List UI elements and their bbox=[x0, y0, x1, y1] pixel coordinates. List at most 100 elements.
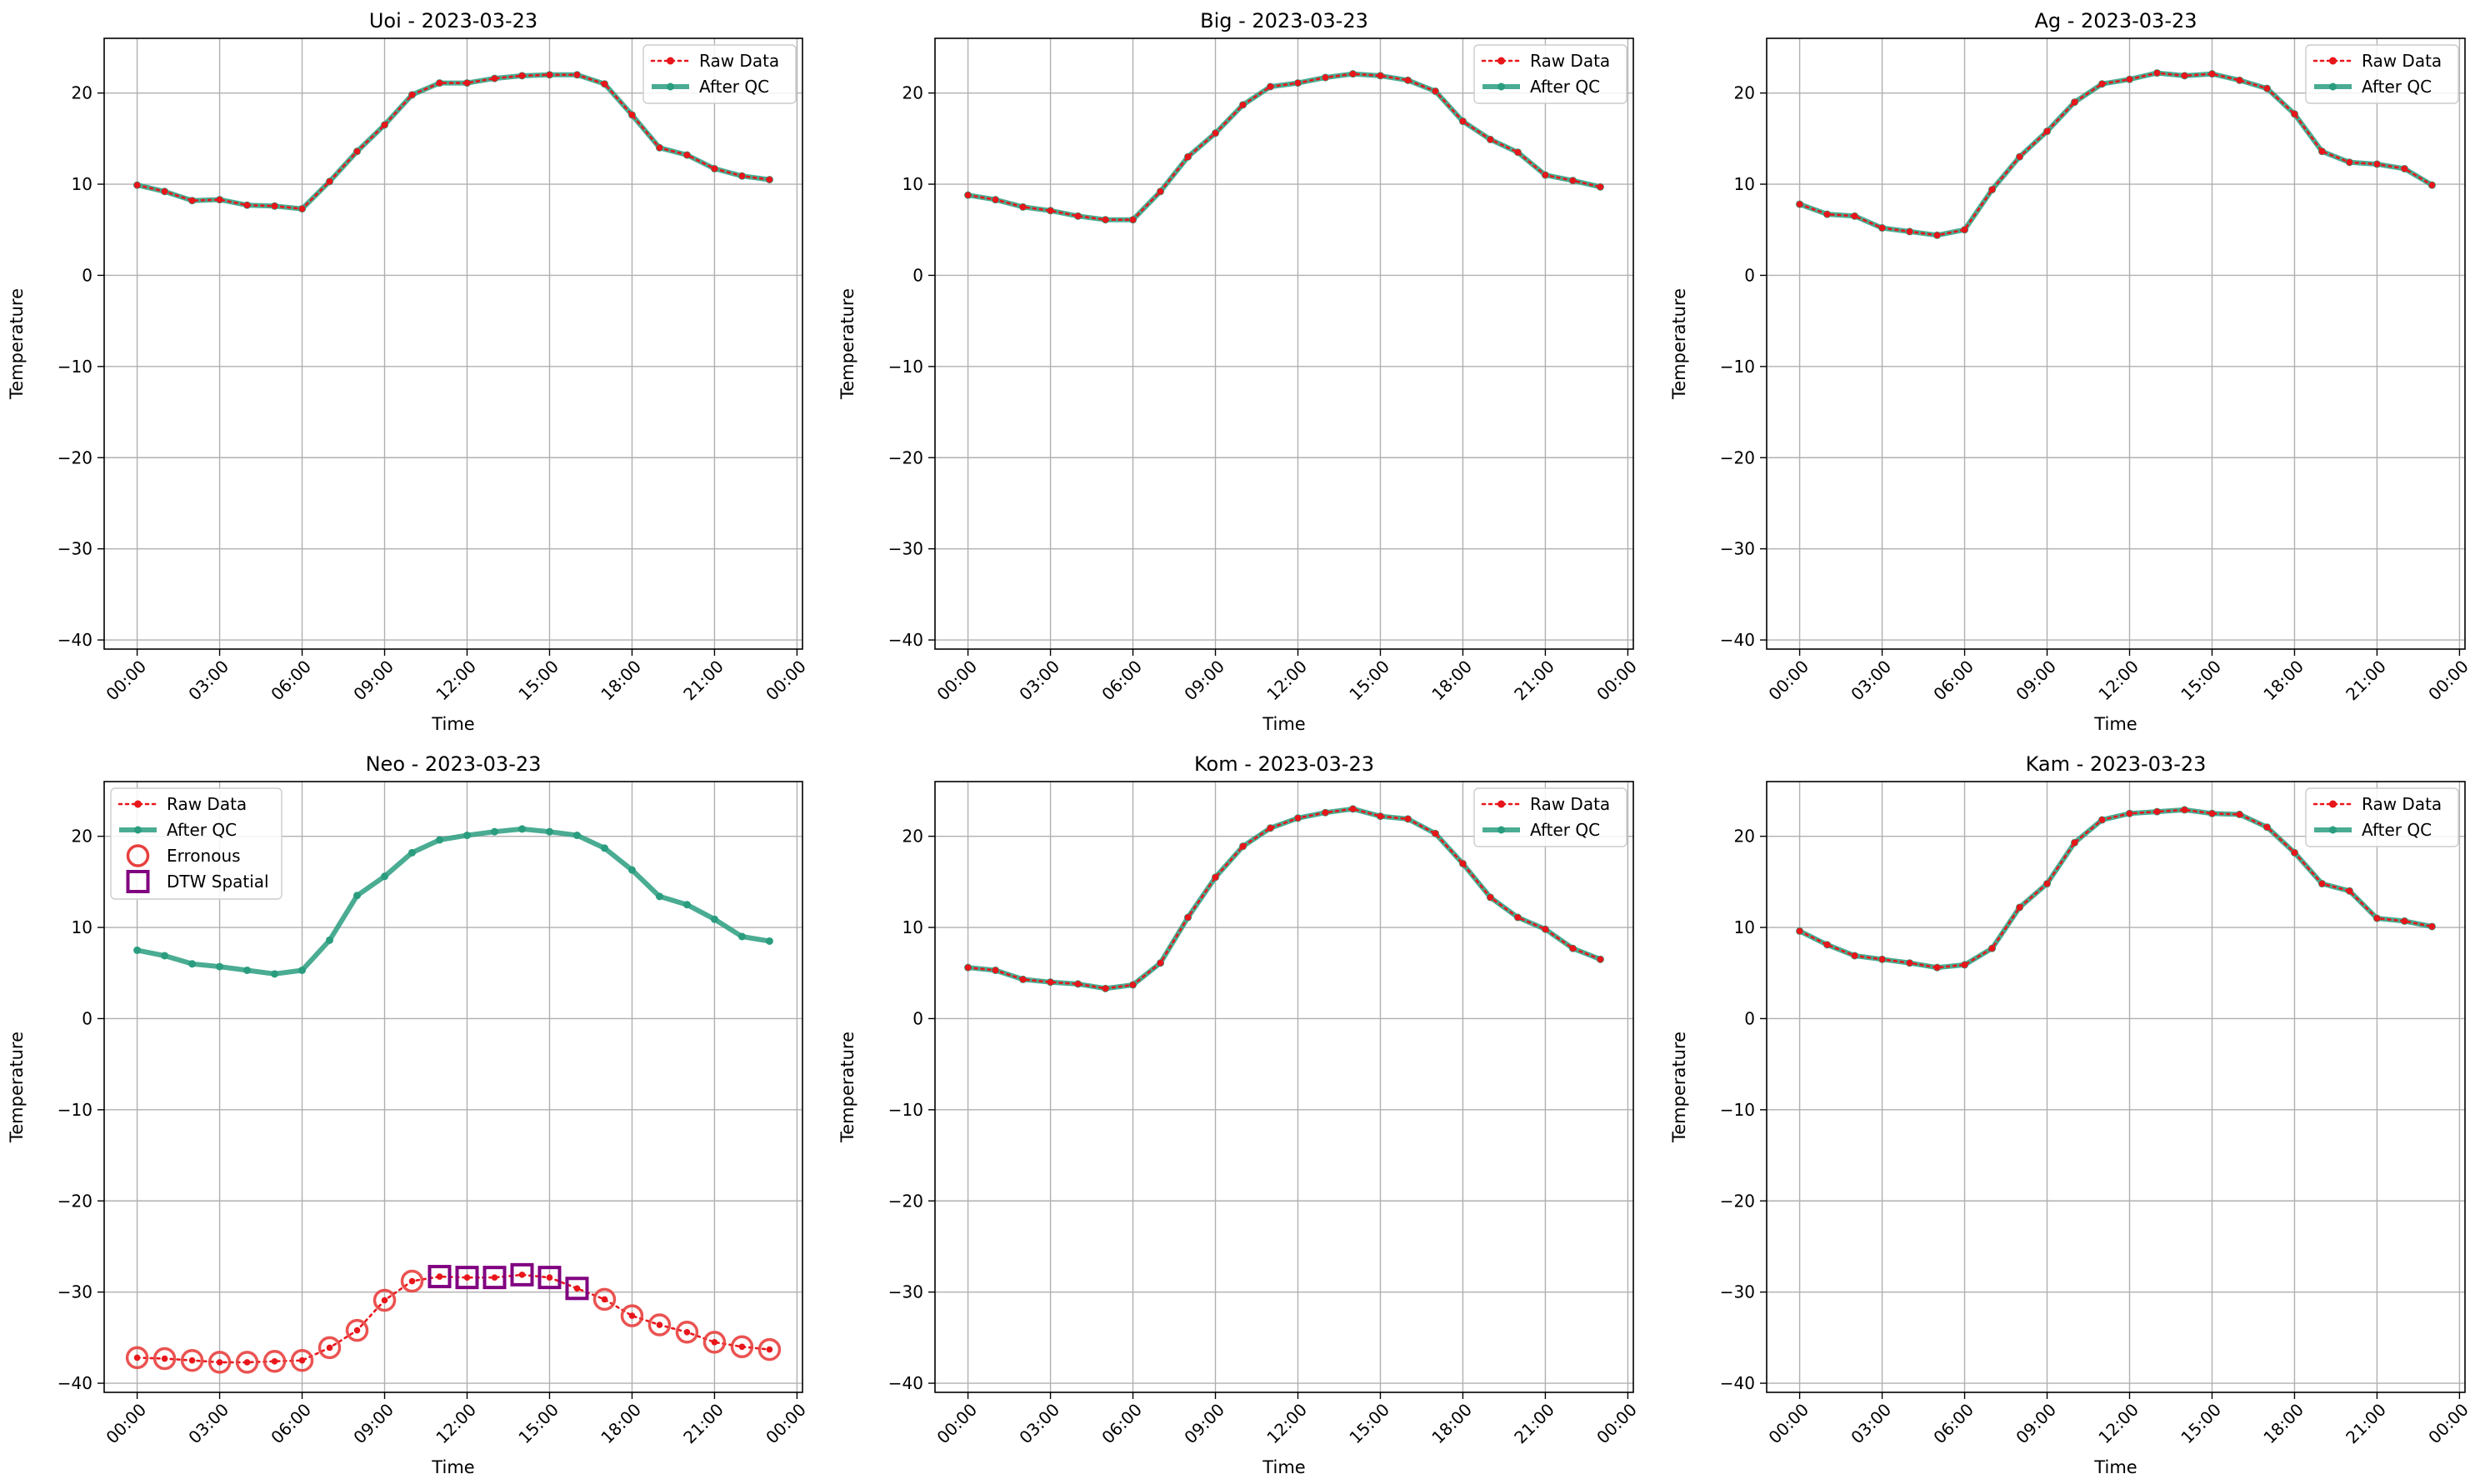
raw-data-point bbox=[463, 1274, 471, 1281]
raw-data-point bbox=[161, 187, 168, 195]
subplot-1: 00:00 03:00 06:00 09:00 12:00 15:00 18:00 21:00… bbox=[838, 9, 1641, 734]
raw-data-point bbox=[738, 172, 746, 179]
raw-data-point bbox=[2043, 880, 2051, 887]
legend-marker-after-qc bbox=[667, 82, 674, 91]
grid bbox=[104, 38, 802, 649]
raw-data-point bbox=[1267, 824, 1274, 832]
raw-data-point bbox=[1322, 74, 1329, 81]
y-tick-label: −30 bbox=[58, 539, 92, 559]
x-tick-label: 18:00 bbox=[2259, 657, 2308, 705]
x-axis-label: Time bbox=[1262, 1457, 1305, 1477]
raw-data-point bbox=[1514, 148, 1522, 156]
raw-data-point bbox=[1239, 842, 1247, 850]
axes-frame bbox=[103, 781, 803, 1393]
y-tick-label: 20 bbox=[902, 83, 923, 103]
series-raw-data bbox=[136, 73, 771, 210]
raw-data-point bbox=[1851, 212, 1858, 220]
raw-data-point bbox=[1184, 914, 1192, 921]
after-qc-point bbox=[462, 832, 471, 840]
raw-data-point bbox=[381, 122, 388, 128]
raw-data-point bbox=[711, 1339, 718, 1346]
x-tick-label: 18:00 bbox=[1428, 1400, 1476, 1448]
x-tick-label: 12:00 bbox=[2094, 1400, 2142, 1448]
x-tick-label: 00:00 bbox=[1764, 657, 1812, 705]
raw-data-point bbox=[2318, 147, 2326, 155]
raw-data-point bbox=[601, 1296, 608, 1303]
erroneous-marker bbox=[208, 1351, 232, 1374]
raw-data-point bbox=[1988, 186, 1996, 193]
raw-data-point bbox=[1796, 201, 1803, 207]
series-raw-data bbox=[967, 807, 1602, 990]
raw-data-point bbox=[1906, 959, 1913, 967]
y-tick-label: 0 bbox=[1744, 1008, 1755, 1028]
x-axis-label: Time bbox=[2093, 714, 2137, 734]
legend: Raw Data After QC bbox=[2305, 44, 2459, 104]
axes-frame bbox=[103, 37, 803, 650]
subplot-title: Uoi - 2023-03-23 bbox=[369, 9, 538, 32]
raw-data-point bbox=[1074, 212, 1082, 220]
dtw-spatial-marker bbox=[510, 1262, 534, 1287]
after-qc-point bbox=[326, 936, 334, 944]
raw-data-point bbox=[2016, 153, 2023, 161]
x-tick-label: 06:00 bbox=[267, 1400, 315, 1448]
subplot-2: 00:00 03:00 06:00 09:00 12:00 15:00 18:00 21:00… bbox=[1669, 9, 2472, 734]
y-tick-label: −30 bbox=[58, 1282, 92, 1302]
x-tick-label: 09:00 bbox=[349, 1400, 398, 1448]
legend-marker-after-qc bbox=[1498, 82, 1505, 91]
erroneous-marker bbox=[758, 1337, 782, 1362]
subplot-title: Neo - 2023-03-23 bbox=[366, 752, 542, 776]
subplot-5: 00:00 03:00 06:00 09:00 12:00 15:00 18:00 21:00… bbox=[1669, 752, 2472, 1477]
raw-data-point bbox=[463, 79, 471, 87]
after-qc-point bbox=[436, 836, 444, 844]
x-tick-label: 00:00 bbox=[932, 657, 981, 705]
erroneous-marker bbox=[675, 1321, 699, 1344]
y-tick-label: −40 bbox=[888, 1373, 923, 1393]
x-axis-label: Time bbox=[2093, 1457, 2137, 1477]
legend-label: After QC bbox=[699, 77, 769, 97]
legend-label: Raw Data bbox=[2362, 51, 2442, 71]
plot-area bbox=[1767, 38, 2465, 649]
y-tick-label: 0 bbox=[1744, 265, 1755, 285]
raw-data-point bbox=[1487, 136, 1494, 143]
legend-marker-raw-data bbox=[1498, 800, 1505, 808]
y-tick-label: −10 bbox=[58, 1100, 92, 1120]
after-qc-point bbox=[655, 892, 663, 901]
x-tick-label: 03:00 bbox=[1847, 1400, 1895, 1448]
raw-data-point bbox=[2098, 817, 2106, 823]
after-qc-point bbox=[765, 937, 773, 945]
x-tick-label: 09:00 bbox=[349, 657, 398, 705]
raw-data-point bbox=[656, 144, 663, 152]
y-axis-label: Temperature bbox=[1669, 288, 1689, 400]
y-axis-label: Temperature bbox=[1669, 1032, 1689, 1143]
raw-data-point bbox=[1597, 183, 1604, 191]
raw-data-point bbox=[601, 80, 608, 87]
after-qc-point bbox=[490, 827, 498, 836]
raw-data-point bbox=[353, 147, 361, 155]
x-tick-label: 06:00 bbox=[267, 657, 315, 705]
legend-label: Raw Data bbox=[1530, 51, 1610, 71]
erroneous-marker bbox=[235, 1351, 259, 1374]
raw-data-point bbox=[992, 967, 999, 974]
plot-area bbox=[935, 782, 1633, 1392]
raw-data-point bbox=[2346, 158, 2353, 166]
subplot-title: Ag - 2023-03-23 bbox=[2034, 9, 2197, 32]
raw-data-point bbox=[683, 1328, 691, 1336]
y-tick-label: −20 bbox=[1720, 447, 1755, 467]
raw-data-point bbox=[2263, 823, 2271, 831]
raw-data-point bbox=[2346, 887, 2353, 895]
y-tick-label: 20 bbox=[902, 827, 923, 847]
y-tick-label: 10 bbox=[1734, 174, 1755, 194]
x-tick-label: 03:00 bbox=[1847, 657, 1895, 705]
after-qc-point bbox=[298, 966, 307, 974]
y-axis-label: Temperature bbox=[838, 1032, 858, 1143]
raw-data-point bbox=[628, 1312, 636, 1319]
raw-data-point bbox=[1597, 956, 1604, 963]
raw-data-point bbox=[1349, 70, 1357, 77]
raw-data-point bbox=[546, 1274, 553, 1281]
legend-label: Raw Data bbox=[167, 794, 247, 814]
raw-data-point bbox=[381, 1297, 388, 1304]
raw-data-point bbox=[1019, 203, 1027, 211]
x-tick-label: 06:00 bbox=[1098, 1400, 1146, 1448]
x-tick-label: 00:00 bbox=[1592, 1400, 1641, 1448]
raw-data-point bbox=[766, 1346, 773, 1353]
